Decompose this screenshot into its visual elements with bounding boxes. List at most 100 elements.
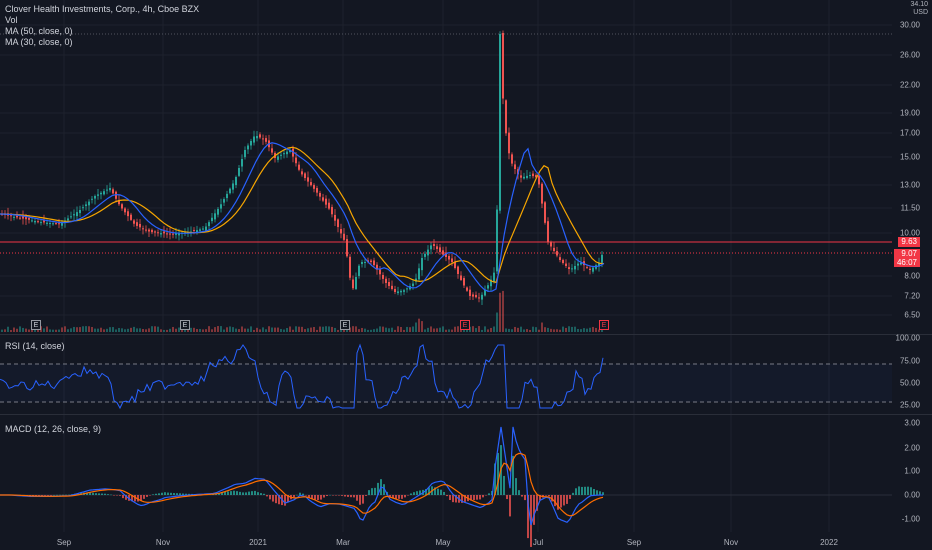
macd-histogram-bar: [575, 488, 577, 495]
volume-bar: [148, 328, 150, 332]
volume-bar: [220, 326, 222, 332]
macd-histogram-bar: [389, 495, 391, 498]
macd-histogram-bar: [224, 491, 226, 495]
candle-body: [433, 244, 435, 246]
candle-body: [229, 188, 231, 194]
macd-histogram-bar: [248, 491, 250, 495]
macd-histogram-bar: [293, 495, 295, 498]
price-tick: 11.50: [900, 203, 920, 213]
volume-bar: [46, 326, 48, 332]
candle-body: [73, 214, 75, 216]
volume-bar: [469, 326, 471, 332]
volume-bar: [190, 327, 192, 332]
macd-tick: 0.00: [904, 490, 920, 500]
candle-body: [472, 294, 474, 297]
rsi-legend[interactable]: RSI (14, close): [5, 341, 65, 351]
macd-histogram-bar: [299, 492, 301, 495]
candle-body: [151, 229, 153, 233]
macd-histogram-bar: [257, 492, 259, 495]
macd-histogram-bar: [533, 495, 535, 525]
candle-body: [43, 220, 45, 223]
volume-bar: [358, 329, 360, 332]
volume-bar: [367, 329, 369, 332]
candle-body: [214, 213, 216, 220]
pane-separator-rsi[interactable]: [0, 334, 932, 335]
candle-body: [67, 218, 69, 221]
volume-bar: [475, 328, 477, 332]
volume-bar: [124, 329, 126, 332]
macd-histogram-bar: [65, 494, 67, 496]
volume-bar: [127, 328, 129, 332]
macd-histogram-bar: [362, 495, 364, 504]
volume-bar: [316, 329, 318, 332]
macd-histogram-bar: [572, 492, 574, 495]
candle-body: [547, 221, 549, 242]
volume-bar: [247, 328, 249, 332]
volume-bar: [73, 326, 75, 332]
candle-body: [439, 247, 441, 252]
symbol-title[interactable]: Clover Health Investments, Corp., 4h, Cb…: [5, 4, 200, 14]
time-tick: May: [435, 538, 451, 547]
candle-body: [460, 275, 462, 280]
volume-bar: [448, 329, 450, 332]
volume-bar: [550, 328, 552, 332]
candle-body: [61, 222, 63, 226]
candle-body: [355, 277, 357, 289]
macd-histogram-bar: [497, 452, 499, 495]
candle-body: [277, 156, 279, 160]
candle-body: [307, 177, 309, 182]
earnings-marker[interactable]: E: [31, 320, 41, 330]
candle-body: [550, 242, 552, 247]
earnings-marker[interactable]: E: [340, 320, 350, 330]
volume-bar: [55, 329, 57, 332]
volume-bar: [499, 292, 501, 332]
volume-bar: [169, 328, 171, 332]
volume-bar: [460, 328, 462, 332]
volume-bar: [64, 326, 66, 332]
candle-body: [385, 278, 387, 283]
volume-bar: [331, 326, 333, 332]
ma30-label[interactable]: MA (30, close, 0): [5, 37, 73, 47]
ma50-label[interactable]: MA (50, close, 0): [5, 26, 73, 36]
macd-histogram-bar: [173, 493, 175, 495]
main-legend: Clover Health Investments, Corp., 4h, Cb…: [5, 4, 199, 48]
candle-body: [532, 173, 534, 177]
volume-bar: [583, 328, 585, 332]
earnings-marker[interactable]: E: [599, 320, 609, 330]
macd-histogram-bar: [170, 492, 172, 495]
volume-bar: [34, 328, 36, 332]
vol-label[interactable]: Vol: [5, 15, 18, 25]
candle-body: [25, 217, 27, 220]
macd-histogram-bar: [449, 495, 451, 500]
volume-bar: [523, 329, 525, 332]
candle-body: [118, 200, 120, 205]
macd-histogram-bar: [89, 492, 91, 495]
macd-histogram-bar: [536, 495, 538, 511]
volume-bar: [193, 327, 195, 332]
volume-bar: [310, 327, 312, 332]
macd-histogram-bar: [134, 495, 136, 502]
candle-body: [562, 259, 564, 263]
volume-bar: [538, 329, 540, 332]
macd-histogram-bar: [278, 495, 280, 505]
candle-body: [40, 222, 42, 224]
macd-histogram-bar: [269, 495, 271, 500]
volume-bar: [106, 328, 108, 332]
macd-legend[interactable]: MACD (12, 26, close, 9): [5, 424, 102, 434]
volume-bar: [382, 326, 384, 332]
pane-separator-macd[interactable]: [0, 414, 932, 415]
volume-bar: [187, 328, 189, 332]
earnings-marker[interactable]: E: [180, 320, 190, 330]
macd-histogram-bar: [401, 495, 403, 499]
candle-body: [469, 289, 471, 296]
volume-bar: [307, 328, 309, 332]
macd-histogram-bar: [392, 495, 394, 499]
volume-bar: [325, 326, 327, 332]
macd-histogram-bar: [53, 494, 55, 496]
price-tick: 17.00: [899, 128, 920, 138]
earnings-marker[interactable]: E: [460, 320, 470, 330]
candle-body: [505, 100, 507, 134]
volume-bar: [13, 327, 15, 332]
macd-histogram-bar: [485, 495, 487, 496]
